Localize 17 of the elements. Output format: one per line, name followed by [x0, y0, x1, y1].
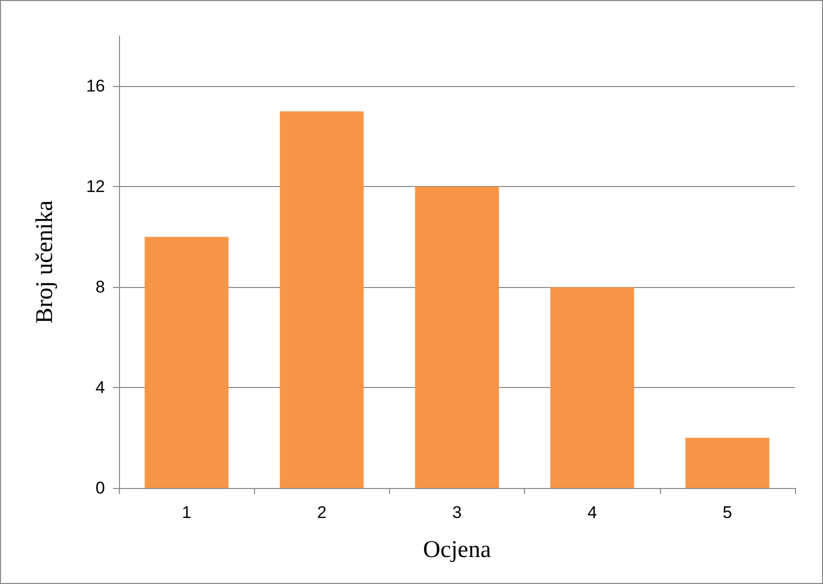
- y-tick-label: 16: [86, 76, 105, 96]
- bar: [144, 236, 229, 488]
- bar: [415, 186, 499, 488]
- y-tick-label: 0: [96, 478, 105, 498]
- x-tick-label: 3: [452, 503, 462, 522]
- x-tick-label: 2: [317, 503, 327, 522]
- bar: [685, 438, 770, 488]
- x-axis-title: Ocjena: [423, 537, 492, 563]
- y-tick-label: 8: [96, 278, 105, 297]
- bar: [550, 287, 634, 488]
- x-tick-label: 1: [182, 503, 192, 522]
- y-tick-label: 12: [86, 177, 105, 196]
- x-tick-label: 4: [587, 503, 597, 522]
- y-axis-title: Broj učenika: [32, 200, 58, 324]
- y-tick-label: 4: [96, 378, 105, 398]
- x-tick-label: 5: [722, 503, 732, 522]
- bar: [280, 111, 364, 488]
